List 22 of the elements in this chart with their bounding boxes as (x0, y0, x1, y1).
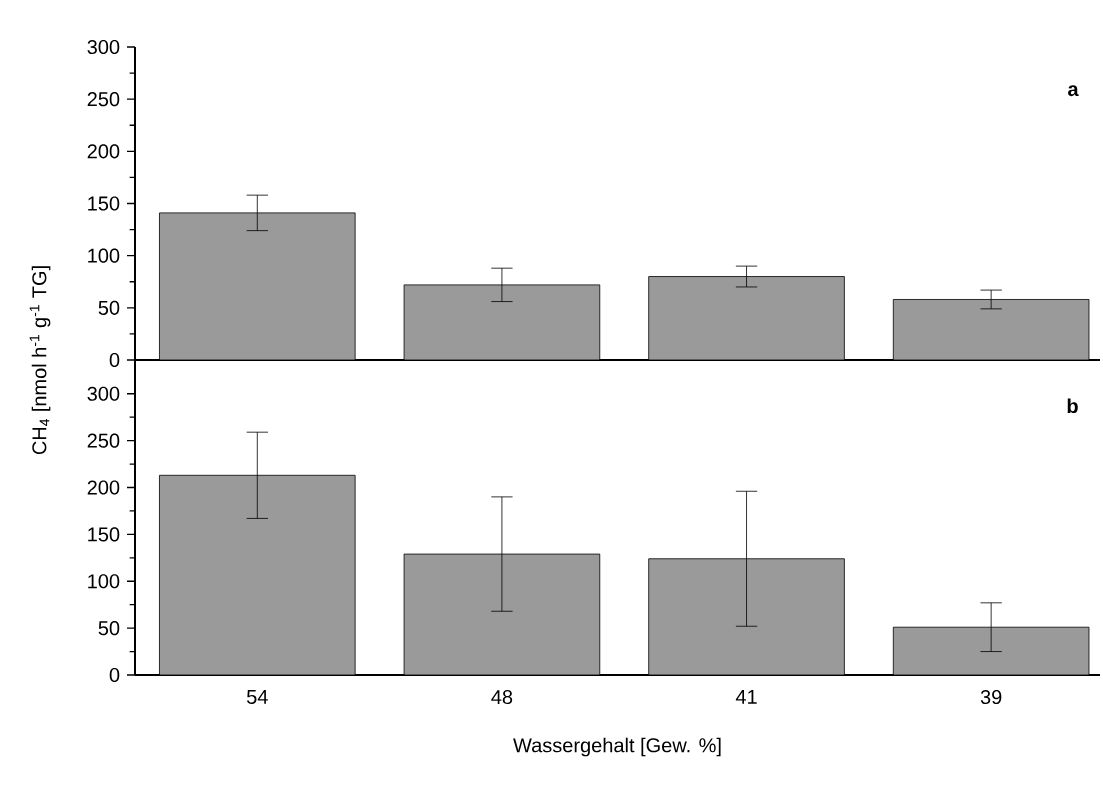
y-tick-label: 150 (88, 527, 120, 542)
y-tick-label: 0 (109, 352, 120, 368)
y-tick-label: 50 (98, 300, 120, 315)
y-tick-label: 50 (98, 621, 120, 636)
y-tick-label: 100 (88, 574, 120, 589)
y-tick-label: 300 (87, 39, 120, 55)
annotation: a (1068, 85, 1079, 97)
x-tick-label: 39 (980, 689, 1002, 705)
x-tick-label: 48 (491, 689, 513, 705)
y-tick-label: 250 (87, 92, 120, 107)
x-axis-title: Wassergehalt [Gew. %] (513, 737, 721, 757)
annotation: b (1067, 398, 1078, 414)
y-tick-label: 200 (87, 480, 120, 495)
x-tick-label: 54 (246, 689, 268, 704)
y-axis-title: CH$_{4}$ [nmol h$^{-1}$ g$^{-1}$ TG] (29, 266, 51, 455)
y-tick-label: 300 (87, 386, 120, 401)
x-tick-label: 41 (735, 689, 757, 704)
y-tick-label: 100 (88, 248, 120, 263)
y-tick-label: 150 (88, 196, 120, 211)
y-tick-label: 200 (87, 144, 120, 159)
y-tick-label: 250 (87, 433, 120, 448)
y-tick-label: 0 (109, 667, 120, 683)
